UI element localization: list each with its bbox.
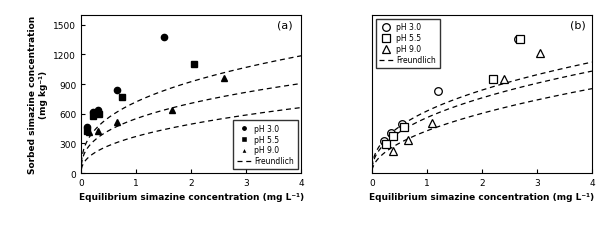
Y-axis label: Sorbed simazine concentration
(mg kg⁻¹): Sorbed simazine concentration (mg kg⁻¹) (28, 16, 47, 173)
Text: (a): (a) (277, 20, 293, 30)
X-axis label: Equilibrium simazine concentration (mg L⁻¹): Equilibrium simazine concentration (mg L… (79, 193, 304, 202)
X-axis label: Equilibrium simazine concentration (mg L⁻¹): Equilibrium simazine concentration (mg L… (370, 193, 594, 202)
Legend: pH 3.0, pH 5.5, pH 9.0, Freundlich: pH 3.0, pH 5.5, pH 9.0, Freundlich (233, 120, 297, 169)
Text: (b): (b) (570, 20, 585, 30)
Legend: pH 3.0, pH 5.5, pH 9.0, Freundlich: pH 3.0, pH 5.5, pH 9.0, Freundlich (376, 20, 440, 69)
